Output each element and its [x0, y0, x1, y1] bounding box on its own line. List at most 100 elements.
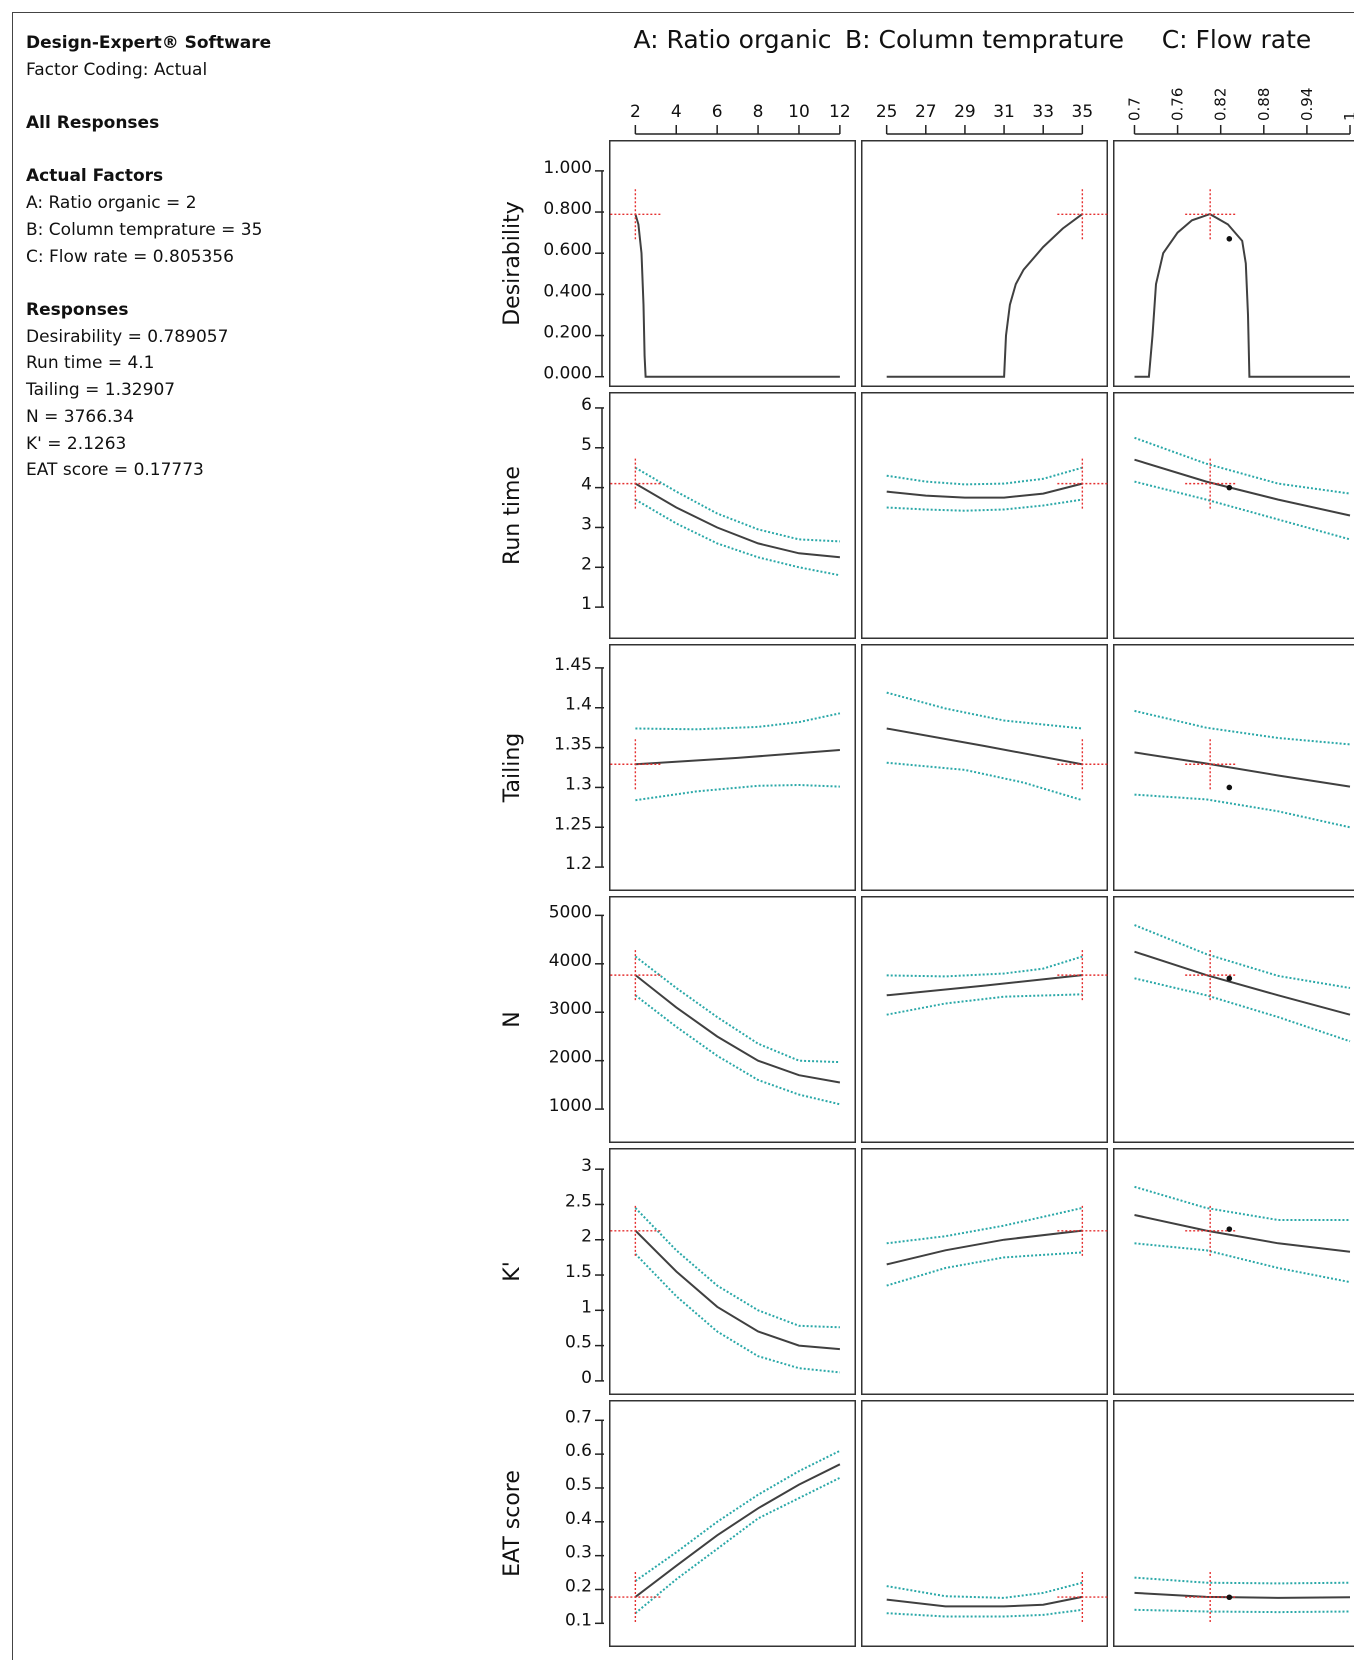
left-tick-label: 2 [581, 1227, 592, 1247]
panel-content [886, 189, 1108, 378]
confidence-lower [886, 761, 1083, 802]
panel-content [610, 1449, 841, 1623]
response-curve [1134, 1214, 1351, 1253]
left-tick-label: 1.45 [554, 655, 592, 675]
top-tick-label: 2 [630, 102, 641, 122]
top-tick-label: 0.7 [1125, 97, 1143, 121]
software-name: Design-Expert® Software [26, 33, 272, 53]
left-tick-label: 4 [581, 475, 592, 495]
response-line: Run time = 4.1 [26, 353, 155, 374]
left-tick-label: 2000 [549, 1048, 592, 1068]
left-tick-label: 0.4 [565, 1509, 592, 1529]
top-tick-label: 10 [788, 102, 810, 122]
panel-0-1 [861, 140, 1108, 387]
left-tick-label: 0.200 [543, 323, 592, 343]
responses-heading: Responses [26, 299, 129, 320]
panel-0-2 [1113, 140, 1354, 387]
panel-border [861, 392, 1108, 639]
panel-border [861, 896, 1108, 1143]
response-curve [886, 213, 1083, 378]
left-tick-label: 0 [581, 1368, 592, 1388]
response-curve [1134, 458, 1351, 517]
top-tick-label: 0.88 [1255, 88, 1273, 121]
window-frame [12, 12, 1354, 1660]
panel-content [1134, 1572, 1351, 1623]
left-tick-label: 3 [581, 1156, 592, 1176]
confidence-lower [886, 993, 1083, 1016]
confidence-lower [1134, 1608, 1351, 1614]
panel-content [886, 691, 1108, 802]
left-tick-label: 0.6 [565, 1441, 592, 1461]
response-line: Desirability = 0.789057 [26, 326, 229, 347]
panel-border [609, 896, 856, 1143]
actual-factors-heading: Actual Factors [26, 166, 164, 187]
top-tick-label: 8 [753, 102, 764, 122]
panel-border [861, 1400, 1108, 1647]
row-label: Desirability [500, 201, 525, 326]
confidence-lower [886, 498, 1083, 512]
left-tick-label: 3000 [549, 999, 592, 1019]
confidence-lower [635, 783, 840, 802]
response-curve [1134, 751, 1351, 788]
design-point [1226, 236, 1233, 242]
panel-border [1113, 644, 1354, 891]
confidence-upper [634, 466, 840, 543]
confidence-upper [1134, 1185, 1350, 1221]
row-label: Tailing [500, 733, 525, 804]
confidence-lower [1134, 793, 1351, 829]
panel-0-0 [609, 140, 856, 387]
left-tick-label: 0.800 [543, 199, 592, 219]
confidence-upper [886, 1207, 1083, 1245]
panel-content [886, 458, 1108, 512]
confidence-lower [1134, 480, 1351, 541]
response-curve [886, 1595, 1083, 1608]
response-curve [634, 1463, 841, 1598]
left-tick-label: 1.25 [554, 814, 592, 834]
left-tick-label: 5000 [549, 902, 592, 922]
confidence-lower [1134, 1242, 1351, 1284]
left-tick-label: 1000 [549, 1096, 592, 1116]
panel-1-1 [861, 392, 1108, 639]
panel-content [1134, 709, 1351, 829]
left-tick-label: 5 [581, 435, 592, 455]
top-tick-label: 6 [712, 102, 723, 122]
panel-border [1113, 1148, 1354, 1395]
confidence-upper [886, 955, 1083, 978]
confidence-lower [634, 994, 841, 1106]
confidence-upper [634, 955, 840, 1064]
top-tick-label: 0.76 [1169, 88, 1187, 121]
design-point [1226, 975, 1233, 982]
panel-4-0 [609, 1148, 856, 1395]
confidence-upper [634, 1207, 840, 1329]
left-tick-label: 1 [581, 1297, 592, 1317]
confidence-lower [634, 1253, 841, 1374]
design-point [1226, 484, 1233, 491]
response-curve [634, 974, 841, 1084]
panel-border [609, 644, 856, 891]
response-curve [634, 213, 840, 378]
panel-border [1113, 896, 1354, 1143]
panel-2-2 [1113, 644, 1354, 891]
top-tick-label: 0.94 [1298, 88, 1316, 121]
panel-content [610, 189, 840, 378]
top-tick-label: 25 [876, 102, 898, 122]
panel-5-2 [1113, 1400, 1354, 1647]
left-tick-label: 1.3 [565, 774, 592, 794]
top-tick-label: 12 [829, 102, 851, 122]
left-tick-label: 0.7 [565, 1407, 592, 1427]
left-tick-label: 3 [581, 514, 592, 534]
panel-content [886, 1572, 1108, 1623]
panel-4-2 [1113, 1148, 1354, 1395]
confidence-lower [1134, 977, 1351, 1043]
left-tick-label: 1.4 [565, 695, 592, 715]
all-responses-heading: All Responses [26, 113, 160, 134]
left-tick-label: 0.2 [565, 1576, 592, 1596]
panel-5-1 [861, 1400, 1108, 1647]
confidence-upper [886, 466, 1083, 486]
top-tick-label: 31 [993, 102, 1015, 122]
panel-3-1 [861, 896, 1108, 1143]
left-tick-label: 0.400 [543, 281, 592, 301]
left-tick-label: 0.600 [543, 240, 592, 260]
panel-content [1134, 436, 1351, 541]
